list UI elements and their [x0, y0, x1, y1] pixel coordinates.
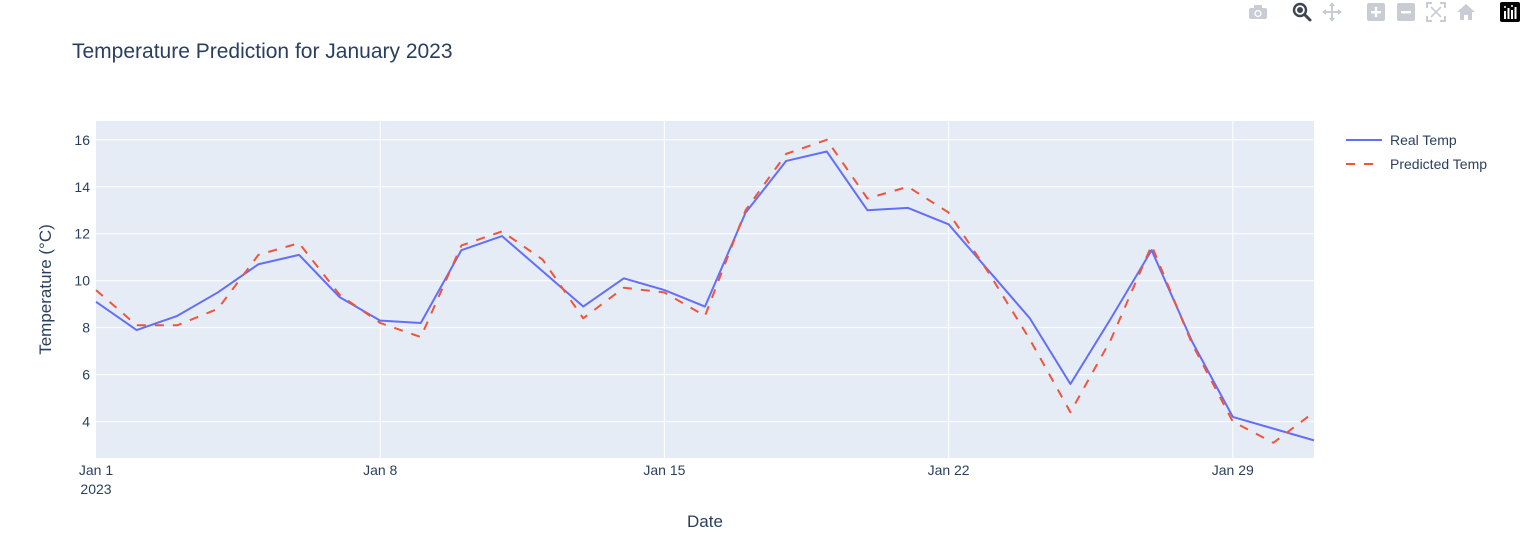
y-gridlines [96, 139, 1314, 423]
y-tick-labels: 4 6 8 10 12 14 16 [74, 132, 90, 430]
modebar [1243, 0, 1525, 24]
x-tick-label: Jan 8 [363, 462, 397, 478]
y-tick-label: 14 [74, 179, 90, 195]
y-tick-label: 4 [82, 414, 90, 430]
y-tick-label: 16 [74, 132, 90, 148]
series-layer [95, 138, 1315, 444]
zoom-in-icon[interactable] [1361, 0, 1391, 24]
legend-item[interactable]: Predicted Temp [1346, 156, 1487, 172]
y-tick-label: 10 [74, 273, 90, 289]
y-tick-label: 8 [82, 320, 90, 336]
y-tick-label: 12 [74, 226, 90, 242]
y-tick-label: 6 [82, 367, 90, 383]
camera-icon[interactable] [1243, 0, 1273, 24]
legend-item[interactable]: Real Temp [1346, 132, 1457, 148]
series-line-predicted-temp [95, 138, 1315, 444]
x-tick-label: Jan 29 [1212, 462, 1254, 478]
legend-label: Real Temp [1390, 132, 1457, 148]
legend: Real Temp Predicted Temp [1346, 132, 1487, 172]
x-tick-labels: Jan 1 2023 Jan 8 Jan 15 Jan 22 Jan 29 [79, 462, 1254, 497]
plot-background [96, 121, 1314, 458]
legend-label: Predicted Temp [1390, 156, 1487, 172]
series-line-real-temp [95, 150, 1315, 442]
x-tick-label: Jan 15 [643, 462, 685, 478]
x-tick-label: Jan 1 [79, 462, 113, 478]
pan-icon[interactable] [1317, 0, 1347, 24]
x-axis-title: Date [687, 512, 723, 531]
x-tick-label: Jan 22 [928, 462, 970, 478]
home-icon[interactable] [1451, 0, 1481, 24]
chart-title: Temperature Prediction for January 2023 [72, 40, 453, 63]
autoscale-icon[interactable] [1421, 0, 1451, 24]
plotly-logo-icon[interactable] [1495, 0, 1525, 24]
zoom-out-icon[interactable] [1391, 0, 1421, 24]
y-axis-title: Temperature (°C) [36, 224, 55, 355]
zoom-icon[interactable] [1287, 0, 1317, 24]
x-tick-sublabel: 2023 [80, 481, 111, 497]
